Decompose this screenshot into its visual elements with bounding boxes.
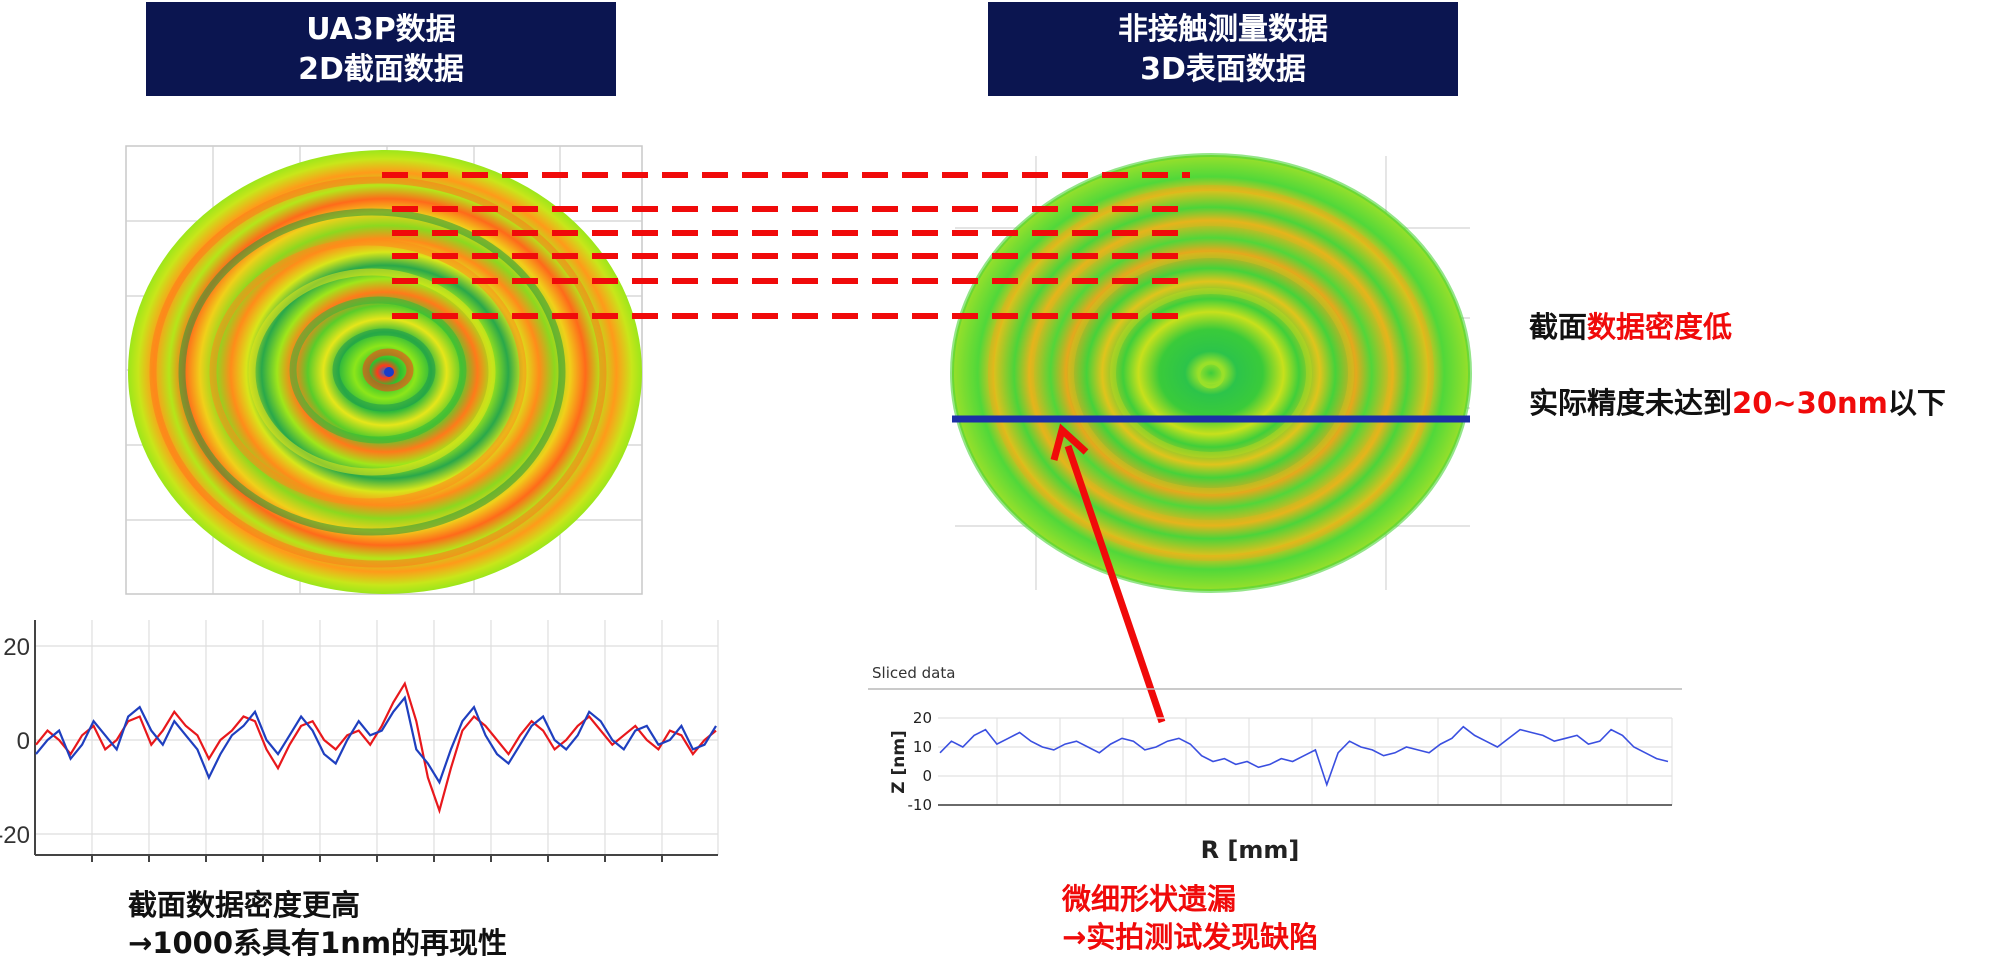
- left-chart-xticks: [91, 855, 663, 862]
- left-map-center: [384, 367, 394, 377]
- header-right-line2: 3D表面数据: [1140, 52, 1306, 87]
- right-ytick-0: 0: [922, 767, 932, 785]
- note-precision-suffix: 以下: [1887, 386, 1946, 420]
- header-left: UA3P数据 2D截面数据: [146, 2, 616, 96]
- right-ytick-10: 10: [913, 738, 932, 756]
- left-ytick-neg20: -20: [0, 822, 30, 849]
- left-profile-chart: 20 0 -20: [0, 620, 719, 862]
- caption-left: 截面数据密度更高 →1000系具有1nm的再现性: [128, 886, 507, 962]
- right-map: [950, 153, 1472, 593]
- note-density: 截面数据密度低: [1529, 304, 1732, 346]
- caption-right: 微细形状遗漏 →实拍测试发现缺陷: [1062, 880, 1318, 956]
- header-right: 非接触测量数据 3D表面数据: [988, 2, 1458, 96]
- right-chart-grid: [938, 717, 1673, 805]
- caption-right-line1: 微细形状遗漏: [1062, 882, 1237, 916]
- right-ytick-neg10: -10: [908, 796, 933, 814]
- sliced-data-title: Sliced data: [872, 664, 955, 682]
- left-map-rings: [149, 176, 607, 568]
- note-precision: 实际精度未达到20~30nm以下: [1529, 380, 1946, 422]
- header-left-line1: UA3P数据: [306, 12, 456, 47]
- note-density-prefix: 截面: [1529, 310, 1588, 344]
- header-left-line2: 2D截面数据: [298, 52, 464, 87]
- right-map-rings: [988, 185, 1434, 561]
- caption-left-line1: 截面数据密度更高: [128, 888, 361, 922]
- right-map-center: [1197, 361, 1225, 389]
- header-right-line1: 非接触测量数据: [1118, 12, 1328, 47]
- note-precision-prefix: 实际精度未达到: [1529, 386, 1733, 420]
- caption-left-line2: →1000系具有1nm的再现性: [128, 926, 508, 960]
- left-map: [125, 145, 643, 595]
- note-precision-highlight: 20~30nm: [1732, 386, 1888, 420]
- caption-right-line2: →实拍测试发现缺陷: [1062, 920, 1319, 954]
- left-ytick-20: 20: [3, 634, 30, 661]
- right-ylabel: Z [nm]: [889, 730, 909, 794]
- arrow-to-cut-line: [1050, 423, 1166, 724]
- note-density-highlight: 数据密度低: [1587, 310, 1733, 344]
- right-xlabel: R [mm]: [1201, 836, 1300, 864]
- left-series-red: [35, 680, 717, 815]
- left-series-blue: [35, 695, 717, 785]
- left-ytick-0: 0: [17, 728, 30, 755]
- right-profile-chart: Sliced data 20 10 0 -10 Z [nm] R [mm]: [868, 664, 1682, 864]
- left-chart-grid: [34, 620, 719, 855]
- right-series-blue: [939, 725, 1669, 788]
- dashed-connectors: [382, 172, 1190, 319]
- right-ytick-20: 20: [913, 709, 932, 727]
